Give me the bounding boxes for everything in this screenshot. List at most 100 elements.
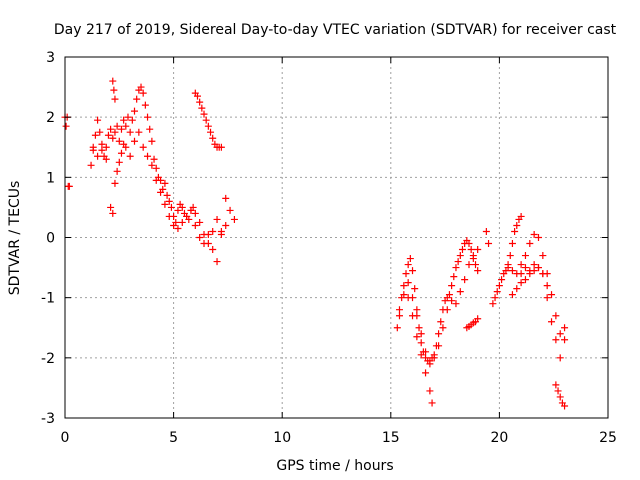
data-point: [474, 267, 482, 275]
y-tick-label: 0: [46, 231, 55, 247]
data-point: [102, 155, 110, 163]
data-point: [411, 285, 419, 293]
data-point: [417, 330, 425, 338]
data-point: [131, 137, 139, 145]
data-point: [230, 215, 238, 223]
data-point: [152, 176, 160, 184]
data-point: [178, 218, 186, 226]
data-point: [426, 360, 434, 368]
data-point: [104, 131, 112, 139]
data-point: [395, 306, 403, 314]
data-point: [448, 297, 456, 305]
data-point: [102, 143, 110, 151]
data-point: [552, 336, 560, 344]
data-point: [526, 240, 534, 248]
data-point: [117, 125, 125, 133]
data-point: [474, 246, 482, 254]
data-point: [122, 143, 130, 151]
data-point: [196, 98, 204, 106]
y-tick-label: 2: [46, 110, 55, 126]
data-point: [109, 134, 117, 142]
data-point: [534, 234, 542, 241]
data-point: [144, 113, 152, 121]
data-point: [508, 240, 516, 248]
series-arc-7: [395, 246, 482, 368]
series-arc-9: [463, 315, 482, 332]
data-point: [548, 291, 556, 299]
data-point: [498, 276, 506, 284]
data-point: [454, 258, 462, 266]
series-arc-11: [489, 212, 525, 308]
data-point: [452, 300, 460, 308]
data-point: [65, 182, 73, 190]
data-point: [196, 234, 204, 241]
data-point: [200, 110, 208, 118]
data-point: [87, 161, 95, 169]
data-point: [144, 152, 152, 160]
data-point: [469, 252, 477, 260]
series-arc-4: [109, 77, 119, 103]
data-point: [513, 285, 521, 293]
data-point: [430, 354, 438, 362]
data-point: [161, 179, 169, 187]
data-point: [543, 294, 551, 302]
data-point: [413, 333, 421, 341]
data-point: [458, 246, 466, 254]
data-point: [193, 92, 201, 100]
y-tick-label: -3: [41, 411, 55, 427]
data-point: [135, 128, 143, 136]
data-point: [222, 221, 230, 229]
data-point: [111, 128, 119, 136]
data-point: [443, 306, 451, 314]
data-point: [465, 240, 473, 248]
data-point: [493, 288, 501, 296]
data-point: [409, 267, 417, 275]
series-arc-14: [517, 261, 551, 290]
data-point: [561, 402, 569, 410]
data-point: [495, 282, 503, 290]
data-point: [506, 252, 514, 260]
data-point: [109, 77, 117, 85]
data-point: [124, 113, 132, 121]
data-point: [196, 218, 204, 226]
data-point: [98, 146, 106, 154]
x-axis-label: GPS time / hours: [276, 458, 393, 474]
data-point: [426, 387, 434, 395]
data-point: [400, 291, 408, 299]
data-point: [552, 381, 560, 389]
data-point: [128, 116, 136, 124]
data-point: [406, 255, 414, 263]
data-point: [417, 339, 425, 347]
data-point: [456, 252, 464, 260]
data-point: [217, 227, 225, 235]
data-point: [428, 399, 436, 407]
data-point: [94, 116, 102, 124]
data-point: [137, 83, 145, 91]
data-point: [148, 137, 156, 145]
data-point: [152, 164, 160, 172]
data-point: [552, 312, 560, 320]
x-tick-label: 10: [273, 430, 291, 446]
data-point: [170, 221, 178, 229]
data-point: [517, 279, 525, 287]
data-point: [131, 107, 139, 115]
data-point: [539, 252, 547, 260]
data-point: [534, 264, 542, 272]
data-point: [556, 354, 564, 362]
data-point: [482, 227, 490, 235]
x-tick-label: 25: [599, 430, 617, 446]
data-point: [209, 246, 217, 254]
data-point: [404, 294, 412, 302]
data-point: [402, 270, 410, 278]
data-point: [161, 200, 169, 208]
data-point: [526, 267, 534, 275]
x-tick-label: 0: [61, 430, 70, 446]
data-point: [539, 270, 547, 278]
data-point: [110, 86, 118, 94]
data-point: [472, 261, 480, 269]
data-point: [89, 143, 97, 151]
data-point: [554, 387, 562, 395]
data-point: [122, 122, 130, 130]
data-point: [556, 330, 564, 338]
x-tick-label: 15: [382, 430, 400, 446]
